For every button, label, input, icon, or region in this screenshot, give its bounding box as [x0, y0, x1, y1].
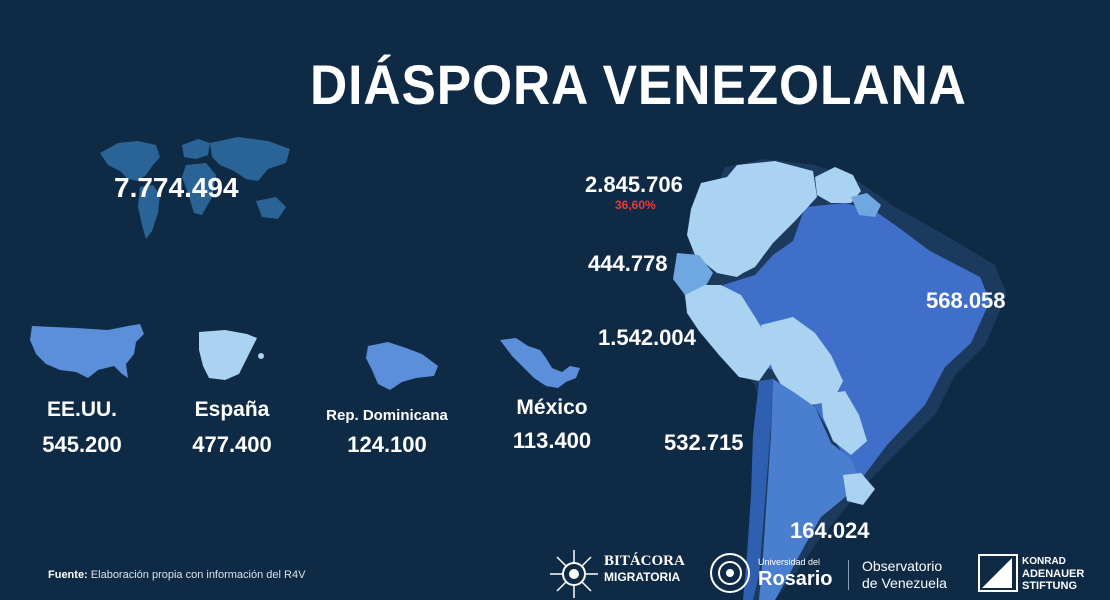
brazil-shape [717, 203, 990, 491]
peru-shape [685, 285, 773, 381]
bitacora-logo-line2: MIGRATORIA [604, 570, 681, 584]
chile-shape [743, 379, 773, 600]
source-note: Fuente: Elaboración propia con informaci… [48, 569, 305, 581]
country-value-mexico: 113.400 [512, 428, 592, 453]
colombia-shape [687, 177, 755, 277]
mexico-map [500, 338, 580, 388]
argentina-value: 164.024 [790, 518, 870, 543]
kas-logo-line2: ADENAUER [1022, 568, 1085, 580]
country-label-spain: España [194, 398, 270, 421]
bolivia-shape [761, 317, 843, 405]
argentina-shape [759, 379, 861, 600]
country-value-dominican-republic: 124.100 [347, 432, 427, 457]
kas-logo-line3: STIFTUNG [1022, 580, 1077, 592]
colombia-percent: 36,60% [615, 198, 656, 212]
colombia-value: 2.845.706 [585, 172, 683, 197]
kas-logo-line1: KONRAD [1022, 556, 1066, 567]
source-label: Fuente: [48, 569, 88, 581]
country-label-dominican-republic: Rep. Dominicana [326, 407, 448, 424]
spain-map [199, 330, 264, 380]
ecuador-value: 444.778 [588, 251, 668, 276]
uruguay-shape [843, 473, 875, 505]
konrad-adenauer-logo-icon [978, 554, 1018, 592]
country-value-spain: 477.400 [192, 432, 272, 457]
usa-map [30, 324, 144, 378]
peru-value: 1.542.004 [598, 325, 696, 350]
country-label-mexico: México [516, 396, 588, 419]
bitacora-logo-line1: BITÁCORA [604, 553, 685, 569]
country-label-usa: EE.UU. [46, 398, 117, 421]
observatorio-logo-line1: Observatorio [862, 558, 943, 574]
observatorio-logo-line2: de Venezuela [862, 575, 947, 591]
ecuador-shape [673, 253, 713, 295]
rosario-logo-line2: Rosario [758, 568, 833, 590]
logo-divider [848, 560, 849, 590]
source-text: Elaboración propia con información del R… [90, 569, 306, 581]
rosario-logo-line1: Universidad del [758, 557, 821, 567]
country-value-usa: 545.200 [42, 432, 122, 457]
south-america-map [673, 159, 1007, 600]
universidad-rosario-seal-icon [710, 553, 750, 593]
world-total-value: 7.774.494 [114, 172, 239, 203]
page-title: DIÁSPORA VENEZOLANA [310, 53, 967, 116]
chile-value: 532.715 [664, 430, 744, 455]
world-map [100, 137, 290, 239]
paraguay-shape [821, 391, 867, 455]
dominican-republic-map [366, 342, 438, 390]
bitacora-migratoria-logo-icon [550, 550, 598, 598]
brazil-value: 568.058 [926, 288, 1006, 313]
